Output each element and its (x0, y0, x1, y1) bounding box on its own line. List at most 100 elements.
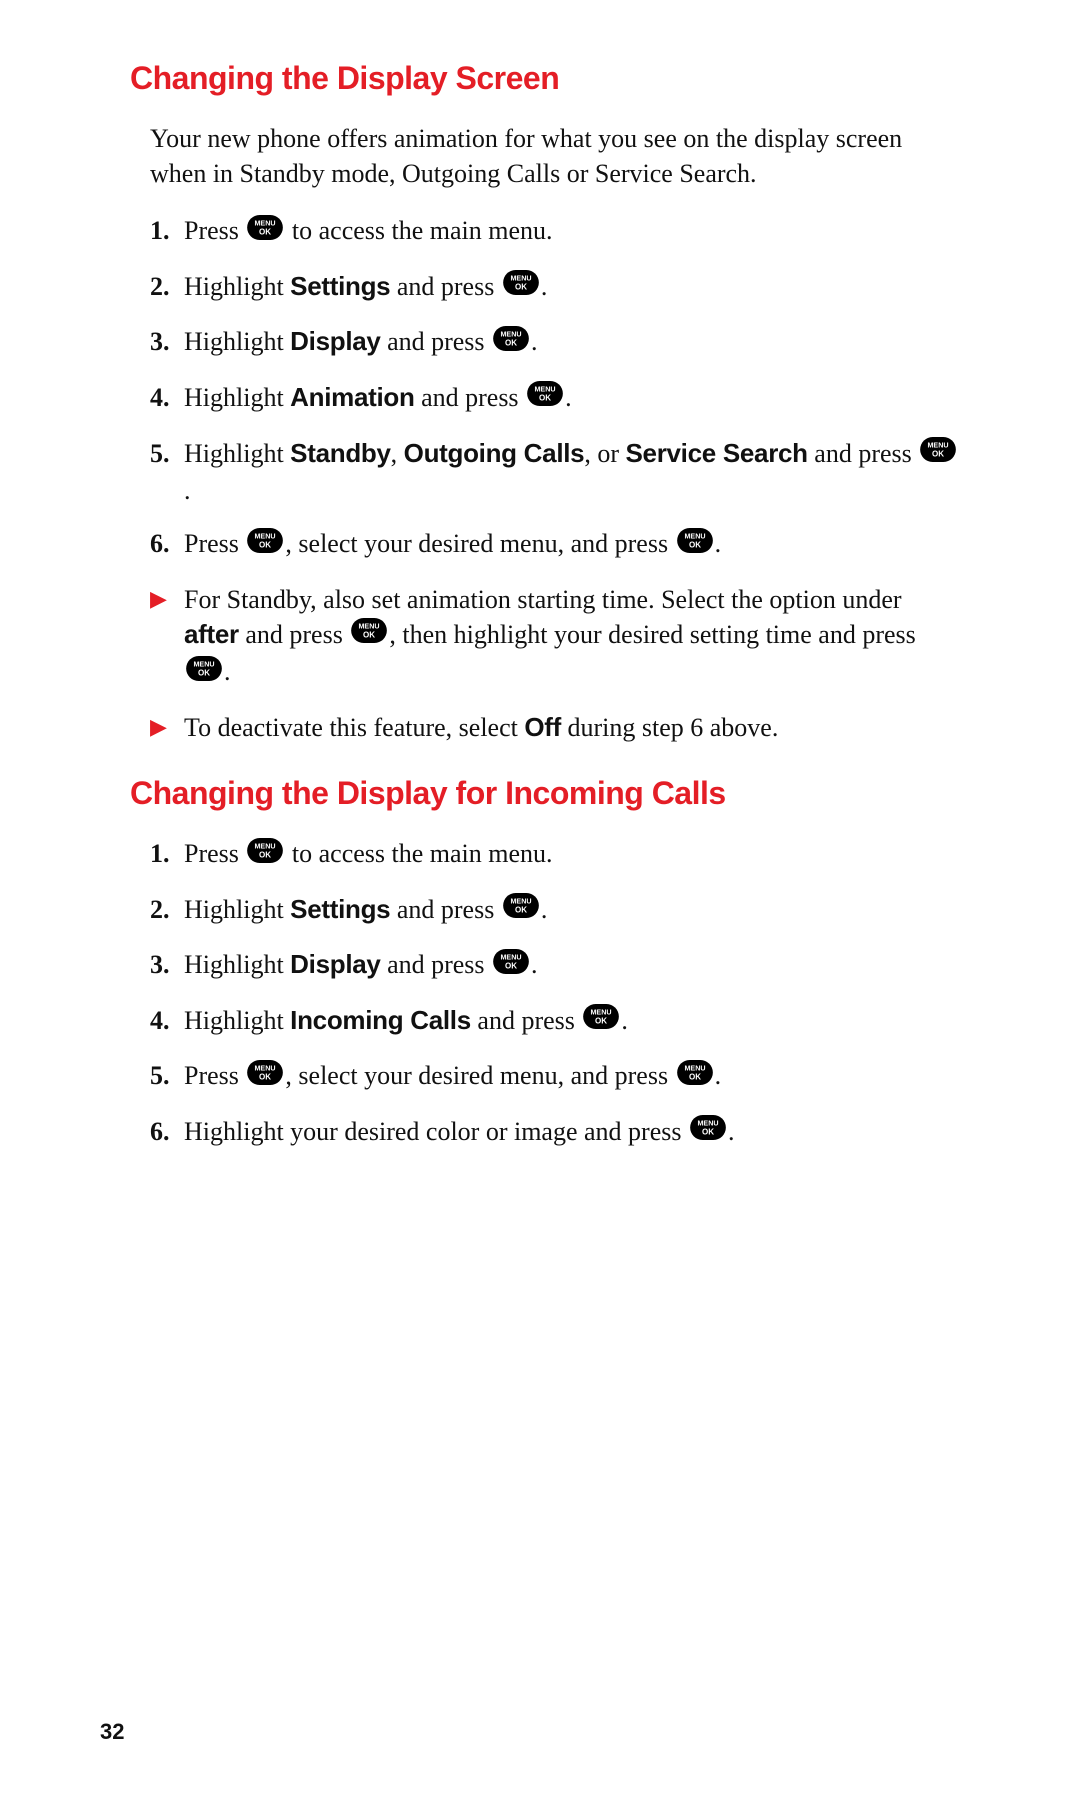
step-number: 1. (150, 213, 184, 248)
text-fragment: . (621, 1006, 628, 1035)
steps-list: 1. Press to access the main menu. 2. Hig… (150, 213, 960, 564)
menu-ok-icon (677, 1059, 713, 1094)
menu-ok-icon (690, 1114, 726, 1149)
step-text: Highlight Standby, Outgoing Calls, or Se… (184, 436, 960, 509)
bold-term: Service Search (626, 438, 808, 468)
text-fragment: to access the main menu. (285, 216, 552, 245)
step-number: 5. (150, 436, 184, 471)
text-fragment: , or (584, 439, 625, 468)
text-fragment: Highlight (184, 272, 290, 301)
menu-ok-icon (247, 214, 283, 249)
step-item: 4. Highlight Animation and press . (150, 380, 960, 418)
bold-term: Standby (290, 438, 390, 468)
text-fragment: Press (184, 839, 245, 868)
menu-ok-icon (920, 436, 956, 471)
menu-ok-icon (247, 837, 283, 872)
text-fragment: Highlight (184, 439, 290, 468)
step-item: 3. Highlight Display and press . (150, 947, 960, 985)
step-number: 4. (150, 380, 184, 415)
step-number: 3. (150, 324, 184, 359)
text-fragment: and press (471, 1006, 581, 1035)
text-fragment: For Standby, also set animation starting… (184, 585, 902, 614)
step-number: 2. (150, 892, 184, 927)
page-number: 32 (100, 1719, 124, 1745)
step-number: 3. (150, 947, 184, 982)
step-item: 5. Press , select your desired menu, and… (150, 1058, 960, 1096)
menu-ok-icon (247, 527, 283, 562)
step-item: 6. Press , select your desired menu, and… (150, 526, 960, 564)
text-fragment: to access the main menu. (285, 839, 552, 868)
step-number: 4. (150, 1003, 184, 1038)
step-text: Highlight your desired color or image an… (184, 1114, 960, 1152)
step-item: 1. Press to access the main menu. (150, 213, 960, 251)
text-fragment: . (541, 895, 548, 924)
bold-term: Animation (290, 382, 414, 412)
step-number: 2. (150, 269, 184, 304)
bold-term: Off (524, 712, 561, 742)
text-fragment: , then highlight your desired setting ti… (389, 620, 915, 649)
section-intro: Your new phone offers animation for what… (150, 121, 960, 191)
text-fragment: . (728, 1117, 735, 1146)
text-fragment: Highlight (184, 1006, 290, 1035)
menu-ok-icon (247, 1059, 283, 1094)
text-fragment: Highlight (184, 895, 290, 924)
bullet-text: To deactivate this feature, select Off d… (184, 710, 960, 745)
text-fragment: . (224, 657, 231, 686)
step-text: Highlight Incoming Calls and press . (184, 1003, 960, 1041)
step-text: Press , select your desired menu, and pr… (184, 1058, 960, 1096)
text-fragment: . (715, 1061, 722, 1090)
section-heading: Changing the Display for Incoming Calls (130, 775, 980, 812)
menu-ok-icon (503, 892, 539, 927)
text-fragment: and press (381, 327, 491, 356)
step-text: Press , select your desired menu, and pr… (184, 526, 960, 564)
step-number: 6. (150, 1114, 184, 1149)
step-text: Highlight Settings and press . (184, 892, 960, 930)
bold-term: Display (290, 326, 380, 356)
step-item: 1. Press to access the main menu. (150, 836, 960, 874)
steps-list: 1. Press to access the main menu. 2. Hig… (150, 836, 960, 1151)
text-fragment: Highlight (184, 327, 290, 356)
step-item: 4. Highlight Incoming Calls and press . (150, 1003, 960, 1041)
text-fragment: Highlight your desired color or image an… (184, 1117, 688, 1146)
text-fragment: , select your desired menu, and press (285, 1061, 674, 1090)
step-text: Press to access the main menu. (184, 836, 960, 874)
text-fragment: and press (239, 620, 349, 649)
triangle-bullet-icon: ▶ (150, 710, 184, 744)
text-fragment: , (391, 439, 404, 468)
text-fragment: . (531, 950, 538, 979)
text-fragment: and press (390, 272, 500, 301)
menu-ok-icon (351, 617, 387, 652)
bold-term: Settings (290, 271, 390, 301)
menu-ok-icon (493, 948, 529, 983)
menu-ok-icon (527, 380, 563, 415)
menu-ok-icon (503, 269, 539, 304)
bold-term: Settings (290, 894, 390, 924)
step-item: 2. Highlight Settings and press . (150, 892, 960, 930)
bullet-item: ▶ For Standby, also set animation starti… (150, 582, 960, 692)
text-fragment: , select your desired menu, and press (285, 529, 674, 558)
text-fragment: and press (381, 950, 491, 979)
text-fragment: Press (184, 216, 245, 245)
menu-ok-icon (493, 325, 529, 360)
bullet-list: ▶ For Standby, also set animation starti… (150, 582, 960, 745)
text-fragment: and press (415, 383, 525, 412)
bold-term: Display (290, 949, 380, 979)
bold-term: after (184, 619, 239, 649)
text-fragment: . (541, 272, 548, 301)
step-item: 3. Highlight Display and press . (150, 324, 960, 362)
text-fragment: and press (390, 895, 500, 924)
text-fragment: during step 6 above. (561, 713, 778, 742)
text-fragment: . (531, 327, 538, 356)
step-text: Highlight Display and press . (184, 947, 960, 985)
text-fragment: Press (184, 529, 245, 558)
text-fragment: . (184, 476, 191, 505)
text-fragment: Press (184, 1061, 245, 1090)
bold-term: Incoming Calls (290, 1005, 471, 1035)
step-text: Highlight Settings and press . (184, 269, 960, 307)
step-item: 6. Highlight your desired color or image… (150, 1114, 960, 1152)
bullet-item: ▶ To deactivate this feature, select Off… (150, 710, 960, 745)
triangle-bullet-icon: ▶ (150, 582, 184, 616)
text-fragment: and press (808, 439, 918, 468)
text-fragment: . (565, 383, 572, 412)
step-text: Highlight Animation and press . (184, 380, 960, 418)
